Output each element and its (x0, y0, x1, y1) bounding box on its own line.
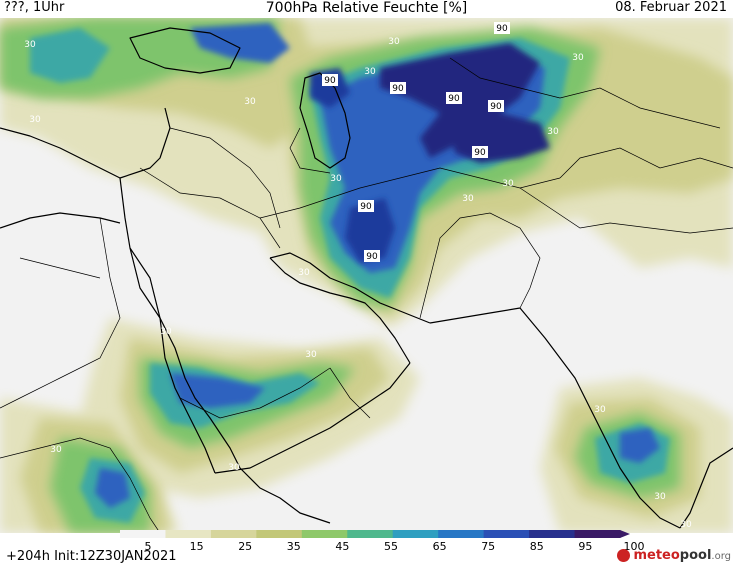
color-scale-tick-label: 35 (287, 540, 301, 553)
contour-label: 30 (244, 97, 256, 107)
contour-label: 30 (330, 174, 342, 184)
color-scale-segment (529, 530, 576, 538)
color-scale-segment (347, 530, 394, 538)
model-run-info: +204h Init:12Z30JAN2021 (6, 549, 177, 564)
color-scale-tick-label: 100 (624, 540, 645, 553)
contour-label: 30 (160, 327, 172, 337)
color-scale-labels: 5 15 25 35 45 55 65 75 85 95 100 (145, 540, 645, 553)
svg-text:90: 90 (360, 202, 372, 212)
contour-label: 30 (502, 179, 514, 189)
color-scale-segment (483, 530, 530, 538)
color-scale-segment (438, 530, 485, 538)
logo-icon (617, 548, 631, 562)
color-scale-segments (120, 530, 630, 538)
contour-label: 90 (488, 100, 504, 112)
contour-label: 30 (50, 445, 62, 455)
map-coastlines (0, 27, 733, 529)
color-scale-segment (210, 530, 257, 538)
color-scale-segment (392, 530, 439, 538)
color-scale-tick-label: 55 (384, 540, 398, 553)
color-scale-tick-label: 65 (433, 540, 447, 553)
map-title: 700hPa Relative Feuchte [%] (265, 0, 468, 16)
color-scale-tick-label: 15 (190, 540, 204, 553)
svg-text:90: 90 (448, 94, 460, 104)
contour-label: 90 (322, 74, 338, 86)
logo-brand: meteo (633, 547, 680, 563)
contour-label: 30 (654, 492, 666, 502)
contour-label: 30 (305, 350, 317, 360)
color-scale-tick-label: 75 (481, 540, 495, 553)
color-scale-segment (165, 530, 212, 538)
svg-text:90: 90 (474, 148, 486, 158)
color-scale-tick-label: 5 (145, 540, 152, 553)
contour-label: 90 (446, 92, 462, 104)
contour-label: 90 (472, 146, 488, 158)
color-scale-segment (256, 530, 303, 538)
meteopool-logo[interactable]: meteo pool .org (617, 545, 731, 565)
color-scale-segment (120, 530, 166, 538)
svg-text:90: 90 (392, 84, 404, 94)
svg-text:90: 90 (324, 76, 336, 86)
color-scale-tick-label: 85 (530, 540, 544, 553)
color-scale-bar: 5 15 25 35 45 55 65 75 85 95 100 (120, 530, 645, 553)
forecast-hour-label: ???, 1Uhr (4, 0, 65, 15)
contour-label: 90 (390, 82, 406, 94)
contour-label: 30 (572, 53, 584, 63)
svg-text:90: 90 (496, 24, 508, 34)
logo-brand2: pool (679, 547, 712, 563)
contour-label: 30 (29, 115, 41, 125)
contour-label: 30 (298, 268, 310, 278)
logo-tld: .org (711, 551, 731, 562)
humidity-map: 90 90 90 90 90 90 90 90 30 30 30 30 30 3… (0, 18, 733, 533)
contour-label: 30 (228, 463, 240, 473)
contour-label: 30 (594, 405, 606, 415)
color-scale-tick-label: 45 (335, 540, 349, 553)
contour-label: 30 (24, 40, 36, 50)
contour-label: 30 (462, 194, 474, 204)
color-scale-tick-label: 25 (238, 540, 252, 553)
svg-text:90: 90 (366, 252, 378, 262)
contour-label: 90 (494, 22, 510, 34)
color-scale-arrow (620, 530, 630, 538)
contour-label: 90 (364, 250, 380, 262)
svg-text:90: 90 (490, 102, 502, 112)
contour-label: 90 (358, 200, 374, 212)
map-borders (0, 57, 733, 533)
contour-label: 30 (364, 67, 376, 77)
valid-date: 08. Februar 2021 (615, 0, 727, 15)
contour-labels: 90 90 90 90 90 90 90 90 30 30 30 30 30 3… (24, 22, 692, 530)
color-scale-segment (574, 530, 621, 538)
contour-label: 30 (388, 37, 400, 47)
color-scale-segment (301, 530, 348, 538)
contour-label: 30 (547, 127, 559, 137)
color-scale-tick-label: 95 (578, 540, 592, 553)
contour-label: 30 (680, 520, 692, 530)
